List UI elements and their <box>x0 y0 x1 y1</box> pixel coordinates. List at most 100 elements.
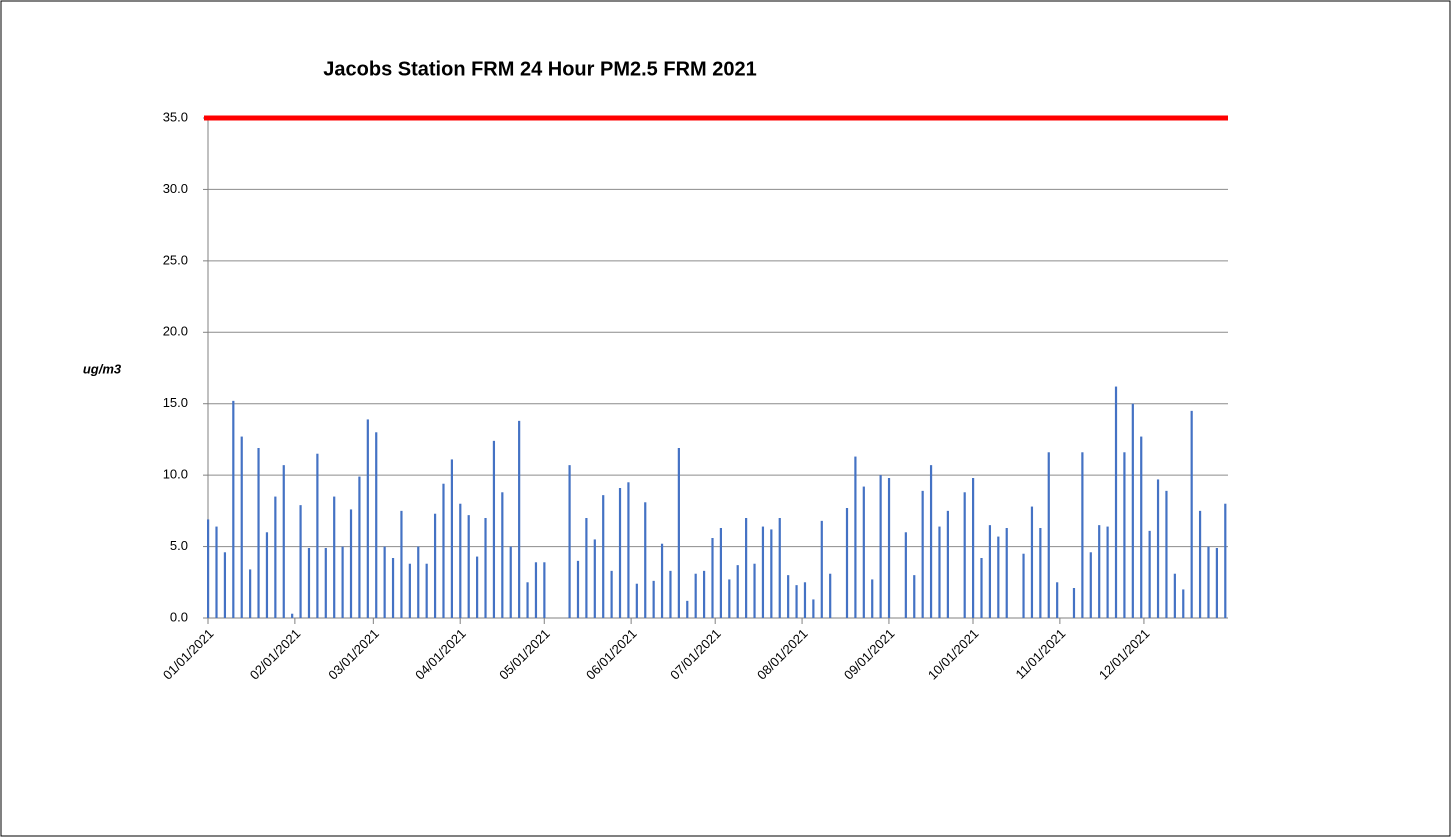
bar <box>534 562 538 618</box>
bar <box>467 515 470 618</box>
bar <box>1131 403 1134 618</box>
bar <box>375 432 378 618</box>
bar <box>484 518 487 618</box>
bar <box>635 583 638 618</box>
bar <box>282 465 285 618</box>
bar <box>1156 479 1160 618</box>
bar <box>492 440 496 618</box>
bar <box>829 573 832 618</box>
bar <box>274 496 277 618</box>
y-tick-label: 10.0 <box>163 467 188 482</box>
bar <box>291 613 294 618</box>
bar <box>1198 510 1202 618</box>
bar <box>686 600 689 618</box>
bar <box>257 448 260 618</box>
bar <box>1022 553 1025 618</box>
bar <box>1215 548 1218 618</box>
bar <box>913 575 916 618</box>
bar <box>425 563 428 618</box>
bar <box>669 570 672 618</box>
bar <box>417 546 420 618</box>
bar <box>1140 436 1143 618</box>
bar <box>627 482 630 618</box>
y-tick-label: 20.0 <box>163 324 188 339</box>
bar <box>501 492 504 618</box>
bar <box>307 548 311 618</box>
bar <box>702 570 706 618</box>
bar <box>358 476 361 618</box>
bar <box>1030 506 1034 618</box>
bar <box>450 459 453 618</box>
bar <box>652 580 655 618</box>
bar <box>820 520 823 618</box>
bar <box>324 548 327 618</box>
bar <box>602 495 605 618</box>
bar <box>887 478 891 618</box>
bar <box>787 575 790 618</box>
bar <box>677 448 680 618</box>
bar <box>265 532 269 618</box>
bar <box>711 538 714 618</box>
bar <box>728 579 731 618</box>
bar <box>1106 526 1109 618</box>
bar <box>812 599 815 618</box>
bar <box>929 465 933 618</box>
bar <box>576 560 580 618</box>
bar <box>753 563 756 618</box>
bar <box>349 509 353 618</box>
bar <box>442 483 445 618</box>
bar <box>240 436 243 618</box>
bar <box>736 565 739 618</box>
chart-title: Jacobs Station FRM 24 Hour PM2.5 FRM 202… <box>323 58 756 80</box>
bar <box>1114 386 1118 618</box>
bar <box>803 582 807 618</box>
bar <box>694 573 697 618</box>
bar <box>1039 528 1042 618</box>
y-axis-label: ug/m3 <box>83 361 122 376</box>
y-tick-label: 15.0 <box>163 395 188 410</box>
bar <box>1207 546 1210 618</box>
bar <box>391 558 395 618</box>
bar <box>593 539 596 618</box>
bar <box>1098 525 1101 618</box>
bar <box>972 478 975 618</box>
bar <box>526 582 529 618</box>
bar <box>232 400 235 618</box>
bar <box>1224 503 1227 618</box>
y-tick-label: 5.0 <box>170 538 188 553</box>
bar <box>433 513 437 618</box>
bar <box>459 503 462 618</box>
bar <box>988 525 992 618</box>
bar <box>400 510 403 618</box>
bar <box>1089 552 1092 618</box>
bar <box>610 570 613 618</box>
bar <box>1081 452 1084 618</box>
bar <box>207 519 210 618</box>
bar <box>333 496 336 618</box>
bar <box>366 419 369 618</box>
bar <box>408 563 411 618</box>
bar <box>299 505 302 618</box>
bar <box>341 546 344 618</box>
bar <box>476 556 479 618</box>
bar <box>1165 490 1168 618</box>
bar <box>1047 452 1050 618</box>
bar <box>745 518 748 618</box>
bar <box>845 508 849 618</box>
bar <box>963 492 966 618</box>
bar <box>223 552 227 618</box>
bar <box>1182 589 1185 618</box>
bar <box>1148 530 1151 618</box>
bar <box>316 453 319 618</box>
bar <box>854 456 857 618</box>
bar <box>249 569 252 618</box>
bar <box>215 526 218 618</box>
bar <box>997 536 1000 618</box>
bar <box>1123 452 1126 618</box>
bar <box>383 546 386 618</box>
bar <box>770 529 773 618</box>
bar <box>618 488 622 618</box>
bar <box>1173 573 1176 618</box>
bar <box>795 585 798 618</box>
